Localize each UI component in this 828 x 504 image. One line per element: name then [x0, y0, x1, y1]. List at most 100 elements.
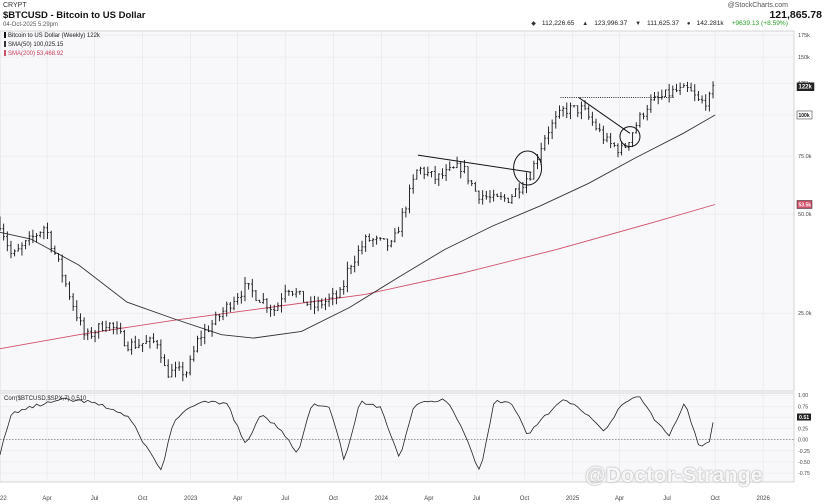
legend-corr: Corr($BTCUSD,$SPX,7) 0.510 [4, 396, 86, 402]
price-bar [97, 323, 101, 339]
price-bar [112, 322, 115, 335]
price-bar [565, 102, 569, 119]
price-bar [13, 249, 16, 257]
price-bar [375, 235, 378, 245]
price-bar [6, 231, 9, 252]
price-bar [177, 361, 181, 371]
price-swatch [4, 32, 6, 38]
legend-sma200-text: SMA(200) 53,468.92 [8, 51, 64, 57]
exchange-label: CRYPT [3, 2, 27, 9]
price-bar [247, 282, 250, 290]
price-bar [400, 208, 404, 237]
price-bar [155, 339, 159, 349]
price-bar [20, 242, 24, 256]
x-tick-label: Oct [329, 496, 339, 502]
price-bar [46, 222, 49, 240]
price-bar [382, 238, 386, 240]
x-tick-label: 2025 [566, 496, 580, 502]
price-bar [313, 295, 316, 315]
corr-panel [0, 392, 795, 483]
price-bar [214, 311, 218, 326]
high-marker-icon: ▲ [582, 21, 589, 27]
price-bar [298, 290, 302, 295]
sma200-swatch [4, 50, 6, 56]
price-bar [218, 313, 221, 322]
price-bar [276, 302, 280, 311]
corr-tick-label: -0.75 [798, 471, 810, 477]
price-bar [408, 184, 411, 214]
badge-label: 122k [799, 85, 813, 91]
price-bar [53, 245, 57, 255]
x-tick-label: Jul [91, 496, 99, 502]
y-tick-label: 50.0k [798, 212, 812, 218]
price-bar [152, 333, 155, 344]
price-bar [660, 89, 664, 100]
price-bar [79, 313, 82, 326]
price-bars-layer [0, 81, 715, 382]
price-bar [38, 231, 42, 238]
legend-main-text: Bitcoin to US Dollar (Weekly) 122k [8, 33, 100, 39]
price-bar [389, 239, 393, 248]
corr-tick-label: 0.00 [798, 438, 808, 444]
price-bar [598, 123, 601, 133]
price-bar [554, 111, 558, 129]
price-bar [481, 190, 484, 205]
price-bar [474, 181, 477, 192]
price-bar [686, 81, 689, 93]
legend-sma50-text: SMA(50) 100,025.15 [8, 42, 64, 48]
low-marker-icon: ▼ [635, 21, 642, 27]
price-bar [324, 297, 327, 311]
price-bar [492, 189, 495, 202]
y-tick-label: 175k [798, 33, 810, 39]
open-marker-icon: ◆ [531, 21, 536, 27]
price-bar [327, 293, 331, 307]
badge-box [796, 82, 815, 91]
price-bar [433, 165, 437, 185]
corr-tick-label: -0.50 [798, 460, 810, 466]
price-bar [587, 105, 591, 120]
price-bar [437, 173, 441, 186]
low-value: 111,625.37 [647, 20, 680, 27]
price-bar [90, 327, 93, 339]
price-bar [514, 188, 517, 197]
price-panel [0, 30, 795, 392]
price-bar [225, 301, 229, 317]
price-bar [331, 287, 335, 306]
price-bar [470, 179, 473, 186]
price-bar [0, 216, 2, 231]
price-bar [393, 228, 397, 243]
legend-sma50: SMA(50) 100,025.15 [4, 41, 63, 48]
highlight-circle [619, 126, 641, 148]
legend-sma200: SMA(200) 53,468.92 [4, 50, 63, 57]
price-bar [360, 240, 364, 255]
price-bar [346, 261, 349, 293]
price-bar [678, 82, 682, 95]
price-bar [64, 274, 68, 287]
price-bar [291, 290, 294, 297]
price-bar [499, 192, 503, 200]
x-tick-label: Apr [42, 496, 51, 502]
price-bar [452, 166, 455, 169]
price-bar [616, 143, 620, 158]
axes-layer: 175k150k125k100k75.0k50.0k25.0k2022AprJu… [0, 33, 815, 502]
corr-tick-label: 0.75 [798, 404, 808, 410]
price-bar [700, 95, 704, 104]
price-bar [320, 298, 324, 309]
price-bar [349, 264, 353, 275]
y-tick-label: 75.0k [798, 154, 812, 160]
price-bar [506, 197, 510, 204]
price-bar [141, 343, 144, 352]
price-bar [240, 290, 243, 304]
price-bar [2, 223, 5, 241]
price-bar [667, 83, 671, 103]
price-bar [119, 322, 122, 334]
corr-badge: 0.51 [797, 413, 811, 421]
open-value: 112,226.65 [541, 20, 575, 27]
price-bar [71, 293, 75, 311]
price-bar [411, 174, 415, 194]
volume-marker-icon: ● [686, 21, 691, 27]
price-bar [185, 371, 188, 378]
chart-gridlines [0, 31, 794, 482]
badge-label: 100k [799, 113, 810, 119]
